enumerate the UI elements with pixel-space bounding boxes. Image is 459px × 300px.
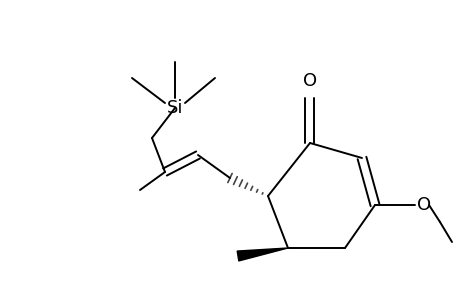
Text: O: O [302, 72, 316, 90]
Text: O: O [416, 196, 430, 214]
Polygon shape [237, 248, 287, 261]
Text: Si: Si [166, 99, 183, 117]
